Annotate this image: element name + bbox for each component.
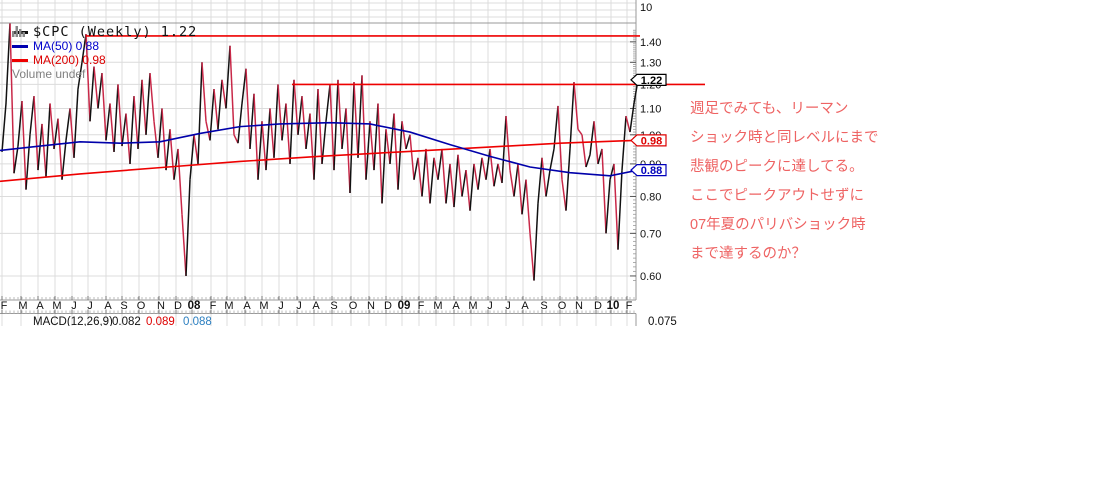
svg-text:O: O	[558, 300, 567, 312]
svg-text:0.98: 0.98	[641, 135, 662, 147]
ma200-label: MA(200) 0.98	[33, 53, 106, 67]
svg-text:A: A	[452, 300, 460, 312]
svg-text:10: 10	[640, 2, 652, 14]
svg-text:S: S	[330, 300, 337, 312]
annotation-line: ここでピークアウトせずに	[690, 188, 864, 204]
macd-axis-label: 0.075	[648, 316, 677, 326]
svg-text:M: M	[18, 300, 27, 312]
annotation-line: ショック時と同レベルにまで	[690, 130, 879, 146]
macd-value-1: 0.082	[112, 316, 141, 326]
volume-bars-icon	[12, 26, 25, 37]
macd-value-2: 0.089	[146, 316, 175, 326]
svg-text:D: D	[594, 300, 602, 312]
svg-text:F: F	[418, 300, 425, 312]
svg-text:O: O	[349, 300, 358, 312]
svg-text:M: M	[433, 300, 442, 312]
svg-text:0.70: 0.70	[640, 228, 661, 240]
macd-legend-label: MACD(12,26,9)	[33, 316, 113, 326]
svg-text:N: N	[367, 300, 375, 312]
svg-text:0.80: 0.80	[640, 191, 661, 203]
svg-text:M: M	[259, 300, 268, 312]
annotation-line: 悲観のピークに達してる。	[690, 159, 864, 175]
svg-text:A: A	[312, 300, 320, 312]
svg-text:1.30: 1.30	[640, 57, 661, 69]
svg-text:S: S	[120, 300, 127, 312]
price-chart: F M A M J J A S O N D 08 F M A M J J A S O N D 09 F M A M J J A S O N D 10 F…	[0, 0, 705, 326]
svg-text:0.88: 0.88	[641, 165, 662, 177]
svg-text:F: F	[626, 300, 633, 312]
svg-text:1.22: 1.22	[641, 75, 662, 87]
annotation-note: 週足でみても、リーマン ショック時と同レベルにまで 悲観のピークに達してる。 こ…	[690, 95, 880, 269]
svg-text:N: N	[157, 300, 165, 312]
svg-text:J: J	[296, 300, 302, 312]
svg-text:08: 08	[188, 300, 201, 312]
legend-ma50-row: MA(50) 0.88	[12, 39, 197, 53]
svg-text:J: J	[71, 300, 77, 312]
ma200-line-swatch	[12, 58, 28, 62]
svg-text:A: A	[243, 300, 251, 312]
svg-text:09: 09	[398, 300, 411, 312]
svg-text:O: O	[137, 300, 146, 312]
symbol-label: $CPC (Weekly) 1.22	[33, 24, 198, 40]
svg-text:M: M	[52, 300, 61, 312]
svg-text:F: F	[1, 300, 8, 312]
svg-text:10: 10	[607, 300, 620, 312]
svg-text:J: J	[278, 300, 284, 312]
svg-text:J: J	[87, 300, 93, 312]
legend-volume-row: Volume undef	[12, 26, 197, 81]
annotation-line: 07年夏のパリバショック時	[690, 217, 866, 233]
annotation-line: まで達するのか？	[690, 246, 806, 262]
svg-text:M: M	[224, 300, 233, 312]
ma50-label: MA(50) 0.88	[33, 39, 100, 53]
svg-text:D: D	[384, 300, 392, 312]
svg-text:1.10: 1.10	[640, 103, 661, 115]
legend-ma200-row: MA(200) 0.98	[12, 53, 197, 67]
svg-text:A: A	[36, 300, 44, 312]
ma50-line-swatch	[12, 44, 28, 48]
svg-text:1.40: 1.40	[640, 37, 661, 49]
volume-label: Volume undef	[12, 67, 86, 81]
annotation-line: 週足でみても、リーマン	[690, 101, 849, 117]
legend-symbol-row: $CPC (Weekly) 1.22	[12, 24, 198, 40]
macd-value-3: 0.088	[183, 316, 212, 326]
svg-text:F: F	[210, 300, 217, 312]
svg-text:M: M	[468, 300, 477, 312]
svg-text:J: J	[487, 300, 493, 312]
svg-text:J: J	[505, 300, 511, 312]
svg-text:0.60: 0.60	[640, 271, 661, 283]
svg-text:N: N	[575, 300, 583, 312]
macd-pane-clipped: MACD(12,26,9) 0.082 0.089 0.088 0.075	[0, 315, 720, 326]
svg-text:A: A	[104, 300, 112, 312]
chart-legend: $CPC (Weekly) 1.22 MA(50) 0.88 MA(200) 0…	[12, 24, 198, 81]
svg-text:S: S	[540, 300, 547, 312]
svg-text:D: D	[174, 300, 182, 312]
svg-text:A: A	[521, 300, 529, 312]
